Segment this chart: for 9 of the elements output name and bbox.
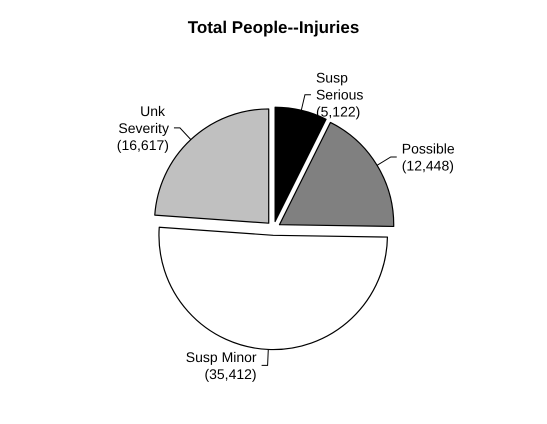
slice-label: Susp Minor <box>186 348 257 365</box>
slice-label: Unk Severity <box>118 102 169 136</box>
data-label: (35,412) <box>204 366 257 382</box>
slice-label: Susp Serious <box>316 70 364 103</box>
data-label: (16,617) <box>116 136 169 153</box>
chart-title: Total People--Injuries <box>188 18 360 37</box>
slice-label: Possible <box>402 140 455 156</box>
data-label: (12,448) <box>402 157 454 174</box>
data-label: (5,122) <box>316 104 360 120</box>
